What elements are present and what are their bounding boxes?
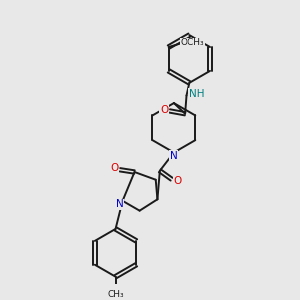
Text: OCH₃: OCH₃ bbox=[181, 38, 204, 47]
Text: NH: NH bbox=[189, 89, 204, 99]
Text: O: O bbox=[160, 104, 168, 115]
Text: N: N bbox=[116, 199, 124, 209]
Text: O: O bbox=[110, 164, 118, 173]
Text: N: N bbox=[170, 151, 178, 161]
Text: CH₃: CH₃ bbox=[107, 290, 124, 299]
Text: O: O bbox=[173, 176, 182, 186]
